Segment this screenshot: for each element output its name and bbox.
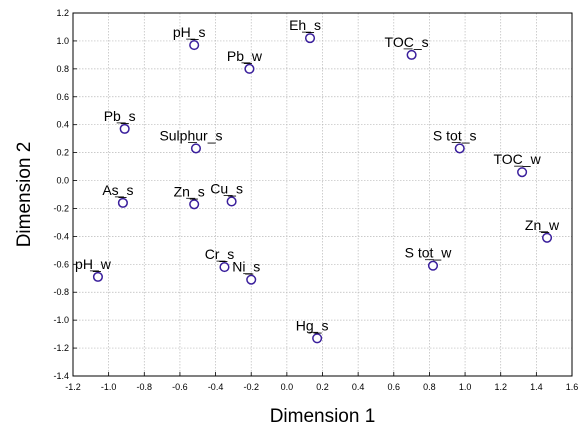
x-tick-label: 0.6: [388, 382, 401, 392]
y-tick-label: -1.4: [53, 371, 69, 381]
data-point: [226, 196, 237, 207]
x-tick-label: 0.8: [423, 382, 436, 392]
data-point: [244, 63, 255, 74]
x-tick-label: 1.2: [494, 382, 507, 392]
point-label: S tot_s: [433, 127, 477, 143]
x-tick-label: -0.8: [137, 382, 153, 392]
data-point: [246, 274, 257, 285]
x-tick-label: 0.4: [352, 382, 365, 392]
y-tick-label: -0.8: [53, 287, 69, 297]
point-label: As_s: [102, 182, 133, 198]
data-point: [454, 143, 465, 154]
y-tick-label: 0.8: [56, 64, 69, 74]
point-label: pH_s: [173, 24, 206, 40]
y-tick-label: 1.0: [56, 36, 69, 46]
y-tick-label: 0.2: [56, 148, 69, 158]
x-axis-title: Dimension 1: [270, 406, 376, 427]
data-point: [219, 262, 230, 273]
y-tick-label: 1.2: [56, 8, 69, 18]
x-tick-label: 0.0: [281, 382, 294, 392]
data-point: [312, 333, 323, 344]
y-tick-label: 0.0: [56, 176, 69, 186]
y-tick-label: -1.0: [53, 315, 69, 325]
x-tick-label: -0.6: [172, 382, 188, 392]
data-points: pH_s Eh_s TOC_s Pb_w Pb_s Sulphur_s S tot_s TOC…: [75, 17, 560, 344]
point-label: Ni_s: [232, 259, 260, 275]
point-label: Zn_s: [174, 183, 205, 199]
point-label: TOC_s: [385, 34, 429, 50]
point-label: Zn_w: [525, 217, 560, 233]
data-point: [427, 260, 439, 271]
y-tick-label: -1.2: [53, 343, 69, 353]
x-tick-label: 1.0: [459, 382, 472, 392]
point-label: Cr_s: [205, 246, 235, 262]
data-point: [189, 199, 200, 210]
x-tick-label: -0.2: [243, 382, 259, 392]
y-tick-label: 0.4: [56, 120, 69, 130]
x-tick-label: -0.4: [208, 382, 224, 392]
x-tick-label: 1.6: [566, 382, 579, 392]
x-tick-label: 1.4: [530, 382, 543, 392]
x-tick-label: -1.2: [65, 382, 81, 392]
point-label: Pb_w: [227, 48, 263, 64]
point-label: pH_w: [75, 256, 112, 272]
y-tick-label: -0.2: [53, 203, 69, 213]
point-label: TOC_w: [493, 151, 541, 167]
point-label: Cu_s: [210, 180, 243, 196]
data-point: [119, 123, 130, 134]
point-label: Eh_s: [289, 17, 321, 33]
axis-ticks: -1.2 -1.0 -0.8 -0.6 -0.4 -0.2 0.0 0.2 0.4 0.6 0.8 1…: [53, 8, 578, 392]
data-point: [517, 167, 528, 178]
point-label: S tot_w: [405, 245, 453, 261]
point-label: Hg_s: [296, 317, 329, 333]
data-point: [190, 143, 202, 154]
point-label: Pb_s: [104, 108, 136, 124]
point-label: Sulphur_s: [159, 127, 222, 143]
y-tick-label: -0.6: [53, 259, 69, 269]
x-tick-label: -1.0: [101, 382, 117, 392]
y-axis-title: Dimension 2: [14, 142, 35, 248]
y-tick-label: 0.6: [56, 92, 69, 102]
data-point: [542, 232, 553, 243]
x-tick-label: 0.2: [316, 382, 329, 392]
data-point: [92, 271, 103, 282]
data-point: [406, 49, 417, 60]
y-tick-label: -0.4: [53, 231, 69, 241]
data-point: [189, 40, 200, 51]
data-point: [117, 197, 128, 208]
data-point: [304, 33, 316, 44]
